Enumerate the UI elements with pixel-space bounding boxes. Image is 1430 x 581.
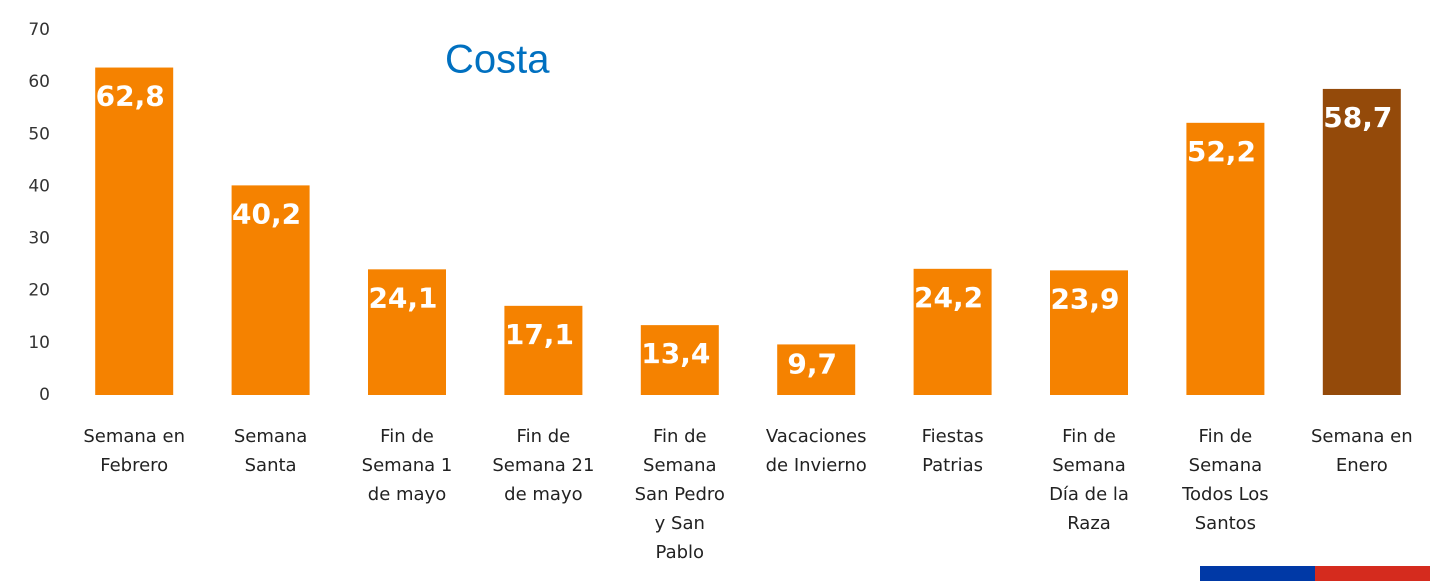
x-tick-label: Día de la [1049,484,1129,505]
x-tick-label: Fin de [1199,426,1253,447]
x-tick-label: Fiestas [922,426,984,447]
flag-red [1315,566,1430,581]
value-label: 24,2 [914,281,983,314]
x-tick-label: Pablo [656,542,705,563]
bar [504,305,583,395]
x-tick-label: Semana en [1311,426,1413,447]
y-tick-label: 50 [28,124,50,144]
value-label: 9,7 [787,348,837,381]
x-tick-label: Fin de [653,426,707,447]
bar [1050,270,1128,395]
x-tick-label: San Pedro [635,484,725,505]
x-tick-label: Santos [1195,513,1256,534]
bar [368,269,446,395]
chart-title: Costa [445,38,550,82]
bar [640,325,719,395]
x-tick-label: de mayo [504,484,582,505]
flag-blue [1200,566,1315,581]
x-tick-label: Fin de [1062,426,1116,447]
x-tick-label: Semana [1189,455,1263,476]
bar [231,185,310,395]
y-tick-label: 0 [39,385,50,405]
value-label: 58,7 [1323,101,1392,134]
x-tick-label: Semana 1 [362,455,453,476]
x-tick-label: de Invierno [766,455,867,476]
x-tick-label: Semana [1052,455,1126,476]
value-label: 13,4 [641,337,710,370]
y-tick-label: 10 [28,333,50,353]
x-tick-label: Semana [643,455,717,476]
x-tick-label: Vacaciones [766,426,867,447]
x-tick-label: Fin de [380,426,434,447]
value-label: 52,2 [1187,135,1256,168]
value-label: 17,1 [505,318,574,351]
bar [1186,122,1265,396]
bar [777,344,856,395]
value-label: 23,9 [1050,282,1119,315]
x-tick-label: Semana [234,426,308,447]
bar [95,67,174,396]
value-label: 24,1 [368,281,437,314]
y-tick-label: 40 [28,176,50,196]
x-tick-label: Patrias [922,455,983,476]
x-tick-label: Semana 21 [492,455,594,476]
x-tick-label: y San [655,513,705,534]
y-tick-label: 70 [28,20,50,40]
bar [913,268,992,395]
value-label: 62,8 [96,80,165,113]
value-label: 40,2 [232,197,301,230]
x-tick-label: Santa [245,455,297,476]
x-tick-label: Enero [1336,455,1388,476]
x-tick-label: de mayo [368,484,446,505]
x-tick-label: Fin de [517,426,571,447]
y-tick-label: 30 [28,229,50,249]
x-tick-label: Todos Los [1181,484,1269,505]
x-tick-label: Febrero [100,455,168,476]
x-tick-label: Semana en [83,426,185,447]
x-tick-label: Raza [1067,513,1111,534]
y-tick-label: 20 [28,281,50,301]
y-tick-label: 60 [28,72,50,92]
bar [1322,88,1401,396]
